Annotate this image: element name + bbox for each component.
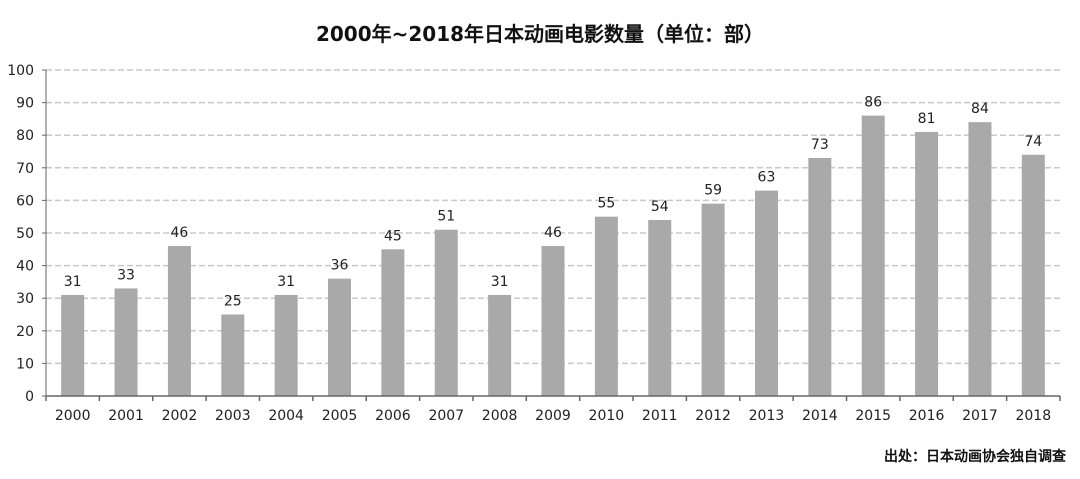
bar-value-label: 45	[384, 228, 402, 244]
bar	[114, 288, 138, 396]
x-tick-label: 2009	[535, 408, 571, 424]
x-tick-label: 2015	[855, 408, 891, 424]
x-axis: 2000 2001 2002 2003 2004 2005 2006 2007 2008 2009…	[45, 395, 1061, 424]
bar-value-label: 36	[331, 258, 349, 274]
bar-value-label: 86	[864, 95, 882, 111]
y-tick-label: 60	[16, 193, 34, 209]
y-tick-label: 20	[16, 324, 34, 340]
y-tick-label: 90	[16, 96, 34, 112]
bar	[648, 219, 672, 396]
bar-value-label: 84	[971, 101, 989, 117]
bar-value-label: 73	[811, 137, 829, 153]
bar	[221, 314, 245, 396]
bar	[328, 278, 352, 396]
source-note: 出处：日本动画协会独自调查	[884, 449, 1066, 465]
bar	[808, 158, 832, 396]
bars	[61, 115, 1045, 396]
bar-value-label: 31	[277, 274, 295, 290]
x-tick-label: 2017	[962, 408, 998, 424]
y-tick-label: 0	[25, 389, 34, 405]
bar	[594, 216, 618, 396]
x-tick-label: 2002	[162, 408, 198, 424]
x-tick-label: 2000	[55, 408, 91, 424]
bar-value-label: 46	[171, 225, 189, 241]
bar	[488, 294, 512, 396]
bar	[381, 249, 405, 396]
bar-value-label: 74	[1024, 134, 1042, 150]
x-tick-label: 2003	[215, 408, 251, 424]
bar-value-label: 46	[544, 225, 562, 241]
x-tick-label: 2013	[749, 408, 785, 424]
x-tick-label: 2014	[802, 408, 838, 424]
bar	[754, 190, 778, 396]
x-tick-label: 2018	[1015, 408, 1051, 424]
bar-value-label: 51	[437, 209, 455, 225]
x-tick-label: 2004	[268, 408, 304, 424]
bar	[61, 294, 85, 396]
y-tick-label: 50	[16, 226, 34, 242]
x-tick-label: 2006	[375, 408, 411, 424]
bar-value-label: 63	[758, 170, 776, 186]
bar-value-label: 31	[64, 274, 82, 290]
y-tick-label: 80	[16, 128, 34, 144]
x-tick-label: 2012	[695, 408, 731, 424]
chart-title: 2000年~2018年日本动画电影数量（单位：部）	[315, 22, 765, 46]
y-tick-label: 70	[16, 161, 34, 177]
bar	[167, 246, 191, 396]
bar	[541, 246, 565, 396]
y-axis: 0 10 20 30 40 50 60 70 80 90 100	[7, 63, 47, 405]
bar-value-label: 81	[918, 111, 936, 127]
bar	[434, 229, 458, 396]
y-tick-label: 100	[7, 63, 34, 79]
bar	[915, 131, 939, 396]
x-tick-label: 2011	[642, 408, 678, 424]
bar-value-label: 55	[597, 196, 615, 212]
x-tick-label: 2008	[482, 408, 518, 424]
bar	[1021, 154, 1045, 396]
bar-value-label: 31	[491, 274, 509, 290]
y-tick-label: 10	[16, 356, 34, 372]
bar	[861, 115, 885, 396]
y-tick-label: 40	[16, 259, 34, 275]
x-tick-label: 2005	[322, 408, 358, 424]
x-tick-label: 2016	[909, 408, 945, 424]
x-tick-label: 2001	[108, 408, 144, 424]
bar-value-label: 54	[651, 199, 669, 215]
y-tick-label: 30	[16, 291, 34, 307]
bar-value-label: 59	[704, 183, 722, 199]
x-tick-label: 2007	[428, 408, 464, 424]
bar	[274, 294, 298, 396]
data-labels: 31 33 46 25 31 36 45 51 31 46 55 54 59 63 73 86 81 84 74	[64, 95, 1043, 310]
x-tick-label: 2010	[589, 408, 625, 424]
bar	[968, 122, 992, 396]
bar	[701, 203, 725, 396]
bar-value-label: 33	[117, 267, 135, 283]
bar-value-label: 25	[224, 294, 242, 310]
